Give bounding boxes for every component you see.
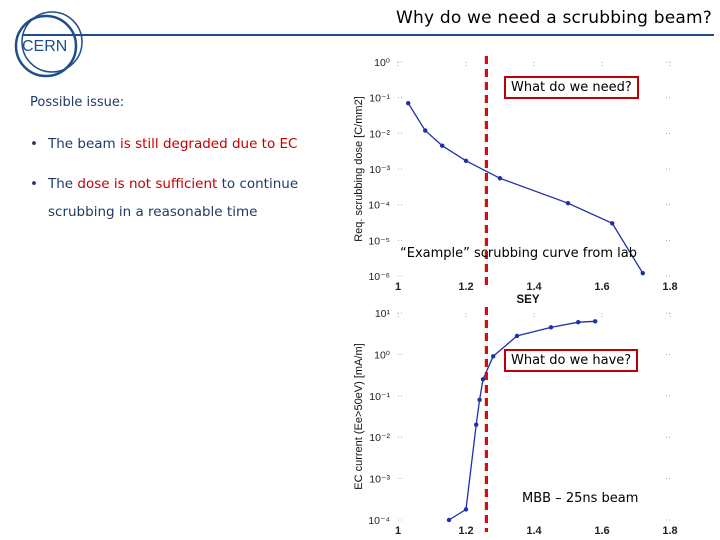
data-point bbox=[463, 507, 469, 512]
note-example-curve: “Example” scrubbing curve from lab bbox=[400, 246, 638, 261]
series-line bbox=[448, 320, 596, 521]
series-line bbox=[407, 102, 644, 274]
x-tick-label: 1.8 bbox=[662, 281, 677, 293]
x-tick-label: 1.6 bbox=[594, 281, 609, 293]
bullet-dot: • bbox=[30, 176, 38, 192]
x-axis-label: SEY bbox=[516, 294, 539, 306]
data-point bbox=[406, 100, 411, 106]
data-point bbox=[446, 517, 452, 523]
data-point bbox=[491, 354, 496, 359]
page-title: Why do we need a scrubbing beam? bbox=[395, 8, 712, 28]
data-point bbox=[610, 221, 615, 226]
cern-logo: CERN bbox=[14, 11, 83, 78]
x-tick-label: 1 bbox=[395, 281, 401, 293]
data-point bbox=[474, 422, 479, 427]
bullet-text-highlight: is still degraded due to EC bbox=[120, 136, 298, 152]
y-tick-label: 10⁻² bbox=[369, 128, 390, 140]
bullet-text-post: to continue bbox=[217, 176, 299, 192]
y-tick-label: 10⁻³ bbox=[369, 474, 390, 486]
x-tick-label: 1.4 bbox=[526, 525, 542, 537]
bullet-dot: • bbox=[30, 136, 38, 152]
data-point bbox=[514, 333, 520, 339]
data-point bbox=[565, 200, 571, 206]
data-point bbox=[576, 319, 581, 325]
y-tick-label: 10⁰ bbox=[374, 57, 391, 69]
bullet-text-pre: The bbox=[48, 176, 78, 192]
logo-text: CERN bbox=[22, 38, 67, 55]
x-tick-label: 1.4 bbox=[526, 281, 542, 293]
data-point bbox=[423, 128, 428, 133]
data-point bbox=[477, 397, 482, 403]
y-tick-label: 10⁻⁴ bbox=[368, 515, 390, 527]
issue-heading: Possible issue: bbox=[30, 95, 125, 110]
y-tick-label: 10⁰ bbox=[374, 349, 391, 361]
bullet-text-highlight: dose is not sufficient bbox=[77, 176, 218, 192]
y-tick-label: 10¹ bbox=[375, 308, 391, 320]
x-tick-label: 1.8 bbox=[662, 525, 677, 537]
title-rule bbox=[22, 34, 714, 36]
y-axis-label: Req. scrubbing dose [C/mm2] bbox=[353, 96, 365, 242]
y-tick-label: 10⁻² bbox=[369, 432, 390, 444]
data-point bbox=[463, 158, 469, 163]
y-tick-label: 10⁻³ bbox=[369, 164, 390, 176]
data-point bbox=[640, 270, 645, 276]
chart-ec: 1 1.2 1.4 1.6 1.8 10¹ 10⁰ 10⁻¹ 10⁻² 10⁻³ 10⁻⁴ EC cu… bbox=[353, 307, 678, 537]
x-tick-label: 1.2 bbox=[458, 525, 473, 537]
callout-what-do-we-have: What do we have? bbox=[504, 349, 639, 372]
data-point bbox=[593, 319, 598, 324]
x-tick-label: 1.2 bbox=[458, 281, 473, 293]
bullet-text-pre: The beam bbox=[48, 136, 120, 152]
bullet-insufficient-dose: • The dose is not sufficient to continue … bbox=[30, 170, 350, 226]
y-axis-label: EC current (Ee>50eV) [mA/m] bbox=[353, 343, 365, 489]
data-point bbox=[497, 176, 503, 181]
note-mbb-beam: MBB – 25ns beam bbox=[522, 491, 639, 506]
chart-dose: 1 1.2 1.4 1.6 1.8 10⁰ 10⁻¹ 10⁻² 10⁻³ 10⁻⁴ 10⁻⁵ 10⁻⁶… bbox=[353, 56, 678, 306]
x-tick-label: 1.6 bbox=[594, 525, 609, 537]
data-point bbox=[480, 377, 486, 382]
y-tick-label: 10⁻¹ bbox=[369, 93, 390, 105]
x-tick-label: 1 bbox=[395, 525, 401, 537]
data-point bbox=[440, 143, 445, 148]
y-tick-label: 10⁻⁵ bbox=[368, 235, 390, 247]
y-tick-label: 10⁻⁶ bbox=[368, 271, 390, 283]
callout-what-do-we-need: What do we need? bbox=[504, 76, 639, 99]
data-point bbox=[548, 325, 554, 330]
bullet-text-continuation: scrubbing in a reasonable time bbox=[48, 204, 258, 220]
bullet-degraded-beam: • The beam is still degraded due to EC bbox=[30, 130, 297, 158]
y-tick-label: 10⁻¹ bbox=[369, 391, 390, 403]
y-tick-label: 10⁻⁴ bbox=[368, 200, 390, 212]
